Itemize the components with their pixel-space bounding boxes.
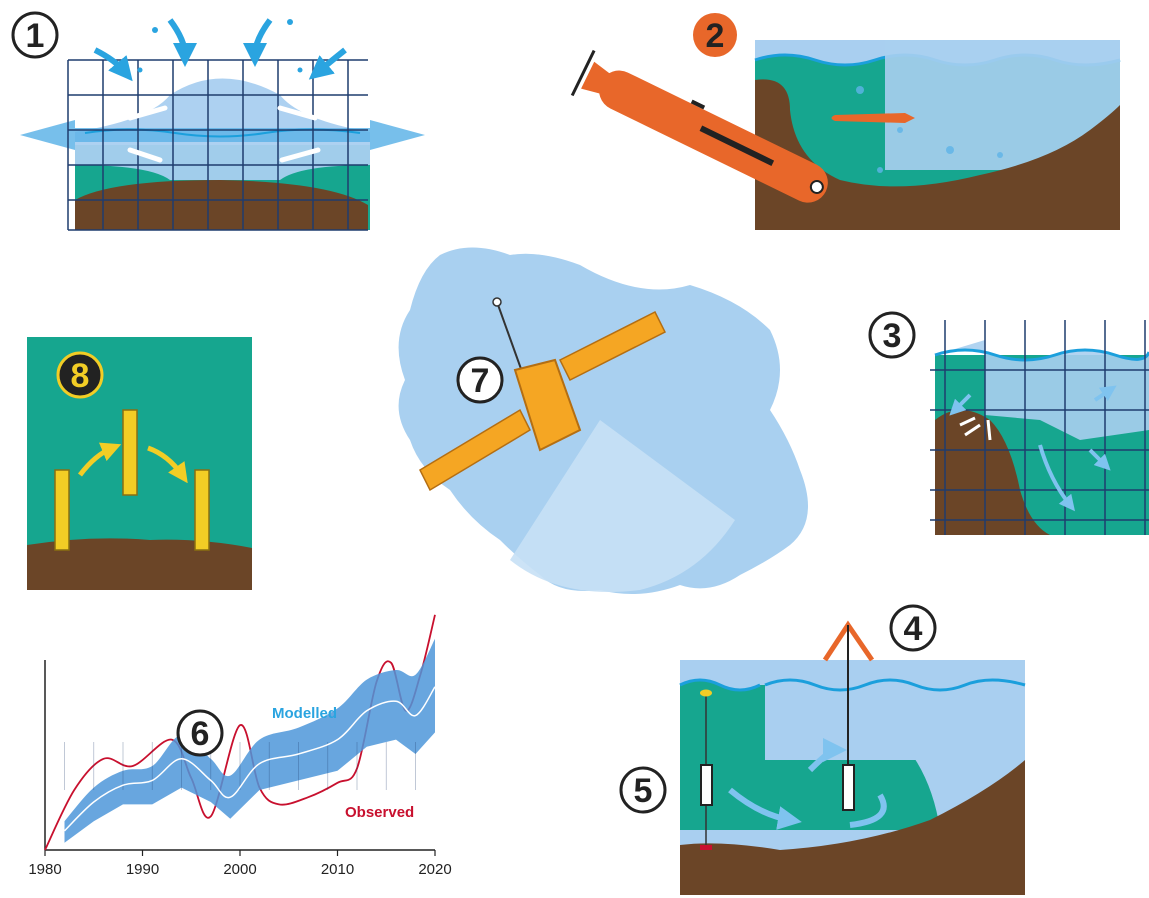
panel-3-number: 3	[883, 317, 902, 355]
modelled-series-label: Modelled	[272, 705, 337, 722]
panel-1-number-badge	[11, 11, 59, 59]
panel-2-number: 2	[706, 17, 725, 55]
panel-1-number: 1	[26, 17, 45, 55]
panel-5-number: 5	[634, 772, 653, 810]
panel-6-number: 6	[191, 715, 210, 753]
panel-7-satellite-body	[419, 310, 667, 492]
panel-8-descent-arrow	[147, 445, 188, 484]
panel-8-argo-float: 8	[27, 337, 252, 590]
panel-3-grid-model: 3	[868, 311, 1149, 535]
panel-2-small-glider	[831, 113, 915, 123]
panel-3-model-grid	[930, 320, 1149, 535]
panel-6-number-badge	[176, 709, 224, 757]
panel-1-ocean-model: 1	[11, 11, 425, 231]
panel-3-ice-shelf	[935, 340, 1149, 440]
observed-series-line	[44, 614, 436, 851]
panel-5-surface-line	[679, 678, 761, 692]
panel-2-number-badge	[693, 13, 737, 57]
panel-3-melt-marks	[959, 416, 992, 441]
panel-8-float-end	[194, 469, 210, 551]
panel-3-seabed	[935, 410, 1050, 535]
panel-1-inflow-arrows	[93, 18, 347, 82]
panel-8-float-start	[54, 469, 70, 551]
observed-series-label: Observed	[345, 804, 414, 821]
panel-1-bubbles	[137, 19, 303, 73]
panel-2-bubbles	[856, 86, 1003, 173]
x-tick-label: 2010	[321, 861, 354, 878]
panel-4-ice-shelf	[765, 660, 1025, 760]
panel-7-number: 7	[471, 362, 490, 400]
panel-8-number-badge	[56, 351, 104, 399]
panel-4-5-moorings: 4 5	[619, 604, 1026, 895]
modelled-series-line	[63, 686, 436, 832]
panel-1-model-grid	[67, 59, 368, 231]
panel-7-number-badge	[456, 356, 504, 404]
panel-4-5-flow-arrows	[728, 738, 887, 830]
x-tick-label: 1980	[28, 861, 61, 878]
panel-8-float-surface	[122, 409, 138, 496]
panel-5-anchor	[700, 845, 712, 850]
panel-8-number: 8	[71, 357, 90, 395]
panel-7-satellite: 7	[398, 247, 808, 594]
x-tick-label: 1990	[126, 861, 159, 878]
panel-2-glider: 2	[570, 13, 1121, 230]
panel-5-buoy	[700, 689, 712, 697]
panel-7-antenna-tip	[492, 297, 502, 307]
modelled-uncertainty-band	[64, 638, 435, 843]
panel-6-line-chart: 1980 1990 2000 2010 2020 Observed Modelled	[28, 614, 452, 878]
panel-4-number: 4	[904, 610, 923, 648]
panel-4-number-badge	[889, 604, 937, 652]
x-tick-label: 2000	[223, 861, 256, 878]
panel-4-surface-line	[764, 678, 1026, 692]
panel-7-sensor-footprint	[510, 420, 735, 592]
panel-2-glider-vehicle	[570, 49, 828, 203]
panel-6-chart: 1980 1990 2000 2010 2020 Observed Modelled 6	[28, 614, 452, 878]
panel-1-flow-highlights	[127, 105, 321, 163]
panel-8-ascent-arrow	[78, 442, 122, 477]
panel-4-instrument	[842, 764, 855, 811]
panel-8-seabed	[27, 538, 252, 590]
panel-3-sea-surface	[934, 348, 1149, 362]
panel-7-antenna	[496, 301, 526, 381]
panel-4-seabed	[680, 760, 1025, 895]
panel-3-flow-arrows	[949, 385, 1117, 512]
panel-2-seabed	[755, 79, 1120, 230]
panel-1-outflow-arrow	[20, 120, 425, 150]
panel-3-number-badge	[868, 311, 916, 359]
panel-1-seabed	[75, 180, 368, 230]
x-tick-label: 2020	[418, 861, 451, 878]
panel-5-number-badge	[619, 766, 667, 814]
panel-5-instrument	[700, 764, 713, 806]
